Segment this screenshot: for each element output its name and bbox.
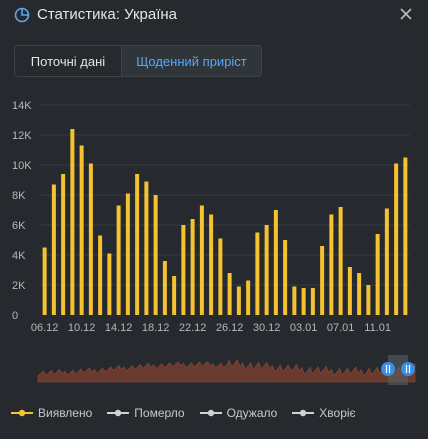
navigator-handle-left[interactable]: [381, 362, 395, 376]
tab-current-data[interactable]: Поточні дані: [15, 46, 122, 76]
bar[interactable]: [181, 225, 186, 315]
legend-label: Одужало: [226, 406, 278, 420]
bar[interactable]: [292, 286, 297, 316]
bar[interactable]: [79, 145, 84, 316]
x-tick-label: 06.12: [31, 322, 59, 334]
bar[interactable]: [190, 219, 195, 315]
legend-marker-icon: [107, 409, 130, 417]
bar[interactable]: [199, 205, 204, 316]
legend-label: Виявлено: [38, 406, 93, 420]
x-tick-label: 18.12: [142, 322, 170, 334]
x-tick-label: 07.01: [327, 322, 355, 334]
bar[interactable]: [42, 247, 47, 316]
tab-daily-growth[interactable]: Щоденний приріст: [122, 46, 261, 76]
bar[interactable]: [283, 240, 288, 315]
bar[interactable]: [209, 214, 214, 316]
legend-item-active[interactable]: Хворіє: [291, 406, 356, 420]
page-title: Статистика: Україна: [37, 6, 178, 23]
legend-label: Хворіє: [319, 406, 356, 420]
view-tabs: Поточні дані Щоденний приріст: [14, 45, 262, 77]
bar[interactable]: [264, 225, 269, 315]
bar[interactable]: [347, 267, 352, 315]
bar[interactable]: [301, 288, 306, 315]
bar[interactable]: [366, 285, 371, 315]
y-tick-label: 12K: [12, 130, 32, 142]
bar[interactable]: [246, 280, 251, 316]
bar[interactable]: [227, 273, 232, 315]
bar[interactable]: [116, 205, 121, 316]
bar[interactable]: [135, 174, 140, 315]
bar[interactable]: [255, 232, 260, 316]
x-tick-label: 14.12: [105, 322, 133, 334]
bar[interactable]: [107, 253, 112, 316]
y-tick-label: 8K: [12, 190, 26, 202]
legend-item-deaths[interactable]: Померло: [106, 406, 185, 420]
bar[interactable]: [98, 235, 103, 316]
bar[interactable]: [61, 174, 66, 315]
bar[interactable]: [88, 163, 93, 316]
navigator-selection[interactable]: [388, 355, 408, 385]
bar[interactable]: [162, 261, 167, 315]
bar[interactable]: [51, 184, 56, 316]
bar[interactable]: [218, 238, 223, 316]
legend-marker-icon: [11, 409, 33, 417]
y-tick-label: 4K: [12, 250, 26, 262]
bar[interactable]: [273, 210, 278, 315]
legend-item-recovered[interactable]: Одужало: [199, 406, 278, 420]
bar[interactable]: [320, 246, 325, 315]
bar[interactable]: [172, 276, 177, 315]
bar[interactable]: [357, 273, 362, 315]
y-tick-label: 14K: [12, 100, 32, 112]
bar[interactable]: [384, 208, 389, 316]
pie-chart-icon: [14, 7, 30, 23]
x-tick-label: 10.12: [68, 322, 96, 334]
y-tick-label: 10K: [12, 160, 32, 172]
bar[interactable]: [153, 195, 158, 315]
bar[interactable]: [70, 129, 75, 315]
legend-item-detected[interactable]: Виявлено: [10, 406, 92, 420]
bar[interactable]: [144, 181, 149, 316]
x-tick-label: 30.12: [253, 322, 281, 334]
header: Статистика: Україна: [0, 0, 428, 34]
daily-cases-chart: 0 2K 4K 6K 8K 10K 12K 14K 06.12 10.12 14.12 18.12 22…: [12, 100, 416, 385]
bar[interactable]: [236, 286, 241, 316]
x-tick-label: 22.12: [179, 322, 207, 334]
legend-label: Померло: [134, 406, 185, 420]
bar[interactable]: [310, 288, 315, 315]
x-tick-label: 26.12: [216, 322, 244, 334]
bar[interactable]: [394, 163, 399, 316]
legend: Виявлено Померло Одужало Хворіє: [10, 404, 356, 422]
bar[interactable]: [338, 207, 343, 315]
y-tick-label: 6K: [12, 220, 26, 232]
navigator-handle-right[interactable]: [401, 362, 415, 376]
bar[interactable]: [375, 234, 380, 315]
y-tick-label: 2K: [12, 280, 26, 292]
bar[interactable]: [125, 193, 130, 316]
close-icon[interactable]: [398, 6, 414, 22]
x-tick-label: 11.01: [364, 322, 391, 334]
bar[interactable]: [329, 214, 334, 316]
bar[interactable]: [403, 157, 408, 316]
legend-marker-icon: [292, 409, 315, 417]
x-tick-label: 03.01: [290, 322, 318, 334]
y-tick-label: 0: [12, 310, 18, 322]
navigator-series: [37, 359, 416, 383]
legend-marker-icon: [199, 409, 222, 417]
